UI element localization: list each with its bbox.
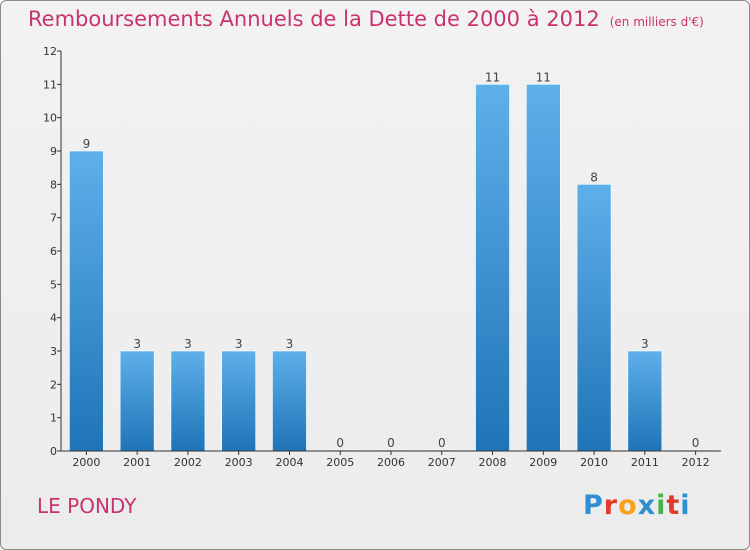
x-tick-label: 2008 [479, 456, 507, 469]
y-tick-label: 6 [50, 245, 57, 258]
chart-title: Remboursements Annuels de la Dette de 20… [28, 7, 704, 31]
x-tick-label: 2012 [682, 456, 710, 469]
bar [526, 84, 561, 452]
x-tick-label: 2000 [72, 456, 100, 469]
proxiti-logo: Proxiti [583, 490, 691, 521]
y-tick-label: 3 [50, 345, 57, 358]
y-tick-label: 2 [50, 378, 57, 391]
data-label: 3 [286, 337, 294, 351]
data-label: 0 [692, 436, 700, 450]
logo-letter: P [583, 490, 604, 521]
bar [475, 84, 510, 452]
x-tick-label: 2011 [631, 456, 659, 469]
bars-group: 9 3 3 3 3 0 0 0 11 11 8 3 0 [69, 70, 713, 452]
y-tick-label: 8 [50, 178, 57, 191]
y-tick-label: 12 [43, 45, 57, 58]
bar [272, 350, 307, 452]
logo-letter: t [666, 490, 681, 521]
y-tick-label: 1 [50, 412, 57, 425]
title-text: Remboursements Annuels de la Dette de 20… [28, 7, 600, 31]
data-label: 8 [590, 170, 598, 184]
bar [576, 184, 612, 452]
commune-name: LE PONDY [37, 494, 137, 518]
bar [69, 150, 104, 452]
x-tick-label: 2001 [123, 456, 151, 469]
data-label: 0 [438, 436, 446, 450]
data-label: 3 [641, 337, 649, 351]
data-label: 0 [387, 436, 395, 450]
logo-letter: i [680, 490, 691, 521]
data-label: 9 [83, 137, 91, 151]
data-label: 3 [235, 337, 243, 351]
logo-letter: i [656, 490, 667, 521]
data-label: 11 [536, 70, 551, 84]
x-tick-label: 2005 [326, 456, 354, 469]
x-tick-label: 2010 [580, 456, 608, 469]
y-tick-label: 0 [50, 445, 57, 458]
data-label: 3 [133, 337, 141, 351]
bar [170, 350, 206, 452]
bar [627, 350, 663, 452]
x-tick-label: 2002 [174, 456, 202, 469]
y-tick-label: 9 [50, 145, 57, 158]
y-tick-label: 4 [50, 312, 57, 325]
x-tick-label: 2007 [428, 456, 456, 469]
y-tick-label: 11 [43, 78, 57, 91]
bar [119, 350, 155, 452]
y-tick-label: 10 [43, 112, 57, 125]
x-tick-label: 2006 [377, 456, 405, 469]
y-tick-label: 7 [50, 212, 57, 225]
y-tick-label: 5 [50, 278, 57, 291]
logo-letter: x [637, 490, 657, 521]
data-label: 3 [184, 337, 192, 351]
logo-letter: o [618, 490, 638, 521]
logo-letter: r [603, 490, 619, 521]
x-tick-label: 2009 [529, 456, 557, 469]
bar [221, 350, 256, 452]
x-tick-label: 2004 [275, 456, 303, 469]
title-unit: (en milliers d'€) [609, 15, 704, 29]
x-tick-label: 2003 [225, 456, 253, 469]
data-label: 11 [485, 70, 500, 84]
data-label: 0 [336, 436, 344, 450]
